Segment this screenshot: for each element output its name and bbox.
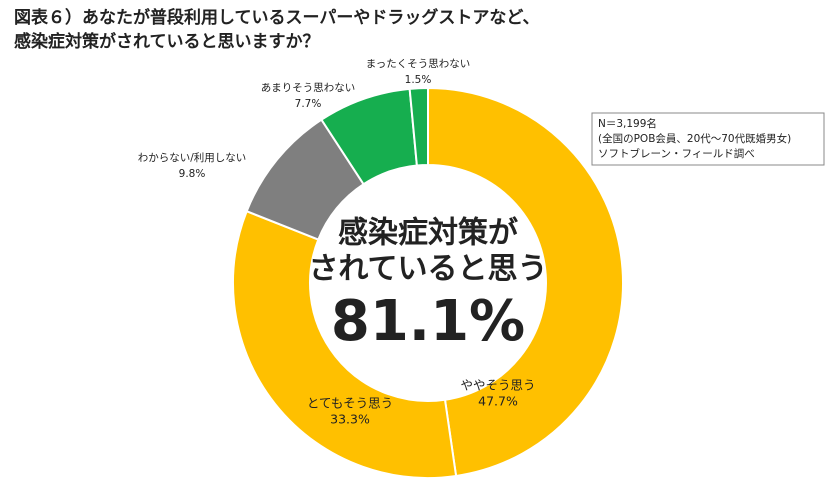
note-box <box>591 112 825 166</box>
note: N＝3,199名 <box>598 117 657 130</box>
segment-label: とてもそう思う <box>307 396 393 411</box>
donut-segment <box>427 86 624 478</box>
segment-label: あまりそう思わない <box>261 82 356 94</box>
segment-label: まったくそう思わない <box>366 58 471 70</box>
note: ソフトブレーン・フィールド調べ <box>598 147 755 160</box>
donut-segment <box>408 86 429 167</box>
center-label: 感染症対策が <box>338 216 518 251</box>
segment-label: ややそう思う <box>460 378 535 393</box>
chart-title: 図表６）あなたが普段利用しているスーパーやドラッグストアなど、 <box>14 7 539 28</box>
segment-value: 33.3% <box>330 412 370 427</box>
segment-value: 7.7% <box>295 98 322 110</box>
center-label: されていると思う <box>308 252 547 287</box>
donut-segment <box>232 209 458 479</box>
center-value: 81.1% <box>331 289 525 354</box>
segment-value: 1.5% <box>405 74 432 86</box>
note: (全国のPOB会員、20代〜70代既婚男女) <box>598 132 791 145</box>
segment-value: 47.7% <box>478 394 518 409</box>
chart-title: 感染症対策がされていると思いますか？ <box>14 31 320 52</box>
segment-value: 9.8% <box>179 168 206 180</box>
segment-label: わからない/利用しない <box>138 152 247 164</box>
